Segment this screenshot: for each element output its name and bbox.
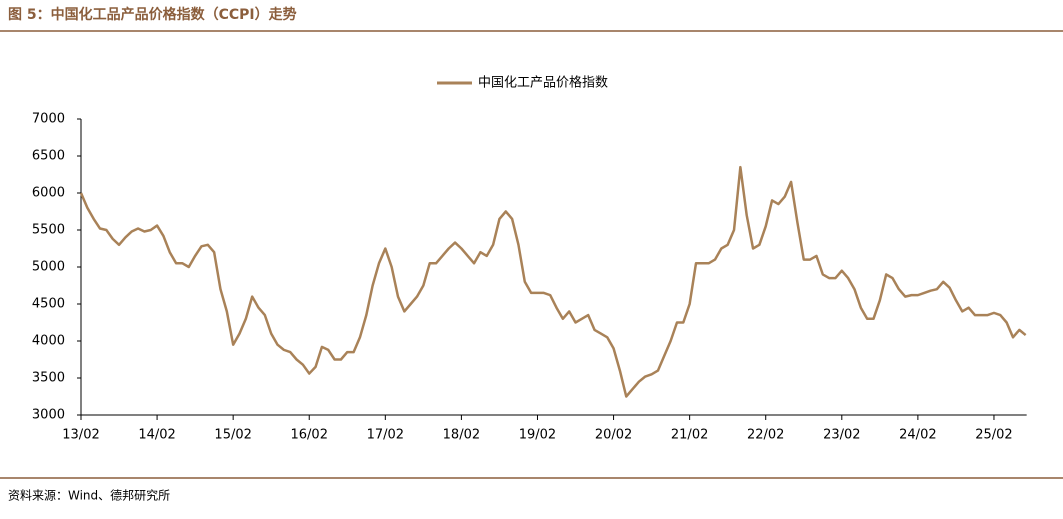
y-tick-label: 5000 bbox=[32, 260, 65, 275]
y-tick-label: 6000 bbox=[32, 186, 65, 201]
x-tick-label: 25/02 bbox=[975, 428, 1012, 443]
y-tick-label: 4500 bbox=[32, 297, 65, 312]
x-tick-label: 23/02 bbox=[823, 428, 860, 443]
y-tick-label: 4000 bbox=[32, 334, 65, 349]
y-tick-label: 3000 bbox=[32, 408, 65, 423]
x-tick-label: 24/02 bbox=[899, 428, 936, 443]
x-tick-label: 20/02 bbox=[595, 428, 632, 443]
y-tick-label: 7000 bbox=[32, 112, 65, 127]
x-tick-label: 15/02 bbox=[214, 428, 251, 443]
source-note: 资料来源：Wind、德邦研究所 bbox=[8, 488, 170, 503]
x-tick-label: 16/02 bbox=[291, 428, 328, 443]
x-tick-label: 18/02 bbox=[443, 428, 480, 443]
legend-label: 中国化工产品价格指数 bbox=[478, 75, 608, 91]
line-series bbox=[79, 165, 1027, 398]
y-tick-label: 5500 bbox=[32, 223, 65, 238]
x-tick-label: 22/02 bbox=[747, 428, 784, 443]
y-tick-label: 6500 bbox=[32, 149, 65, 164]
chart-title: 图 5：中国化工品产品价格指数（CCPI）走势 bbox=[8, 6, 297, 23]
x-tick-label: 21/02 bbox=[671, 428, 708, 443]
x-tick-label: 17/02 bbox=[367, 428, 404, 443]
x-tick-label: 19/02 bbox=[519, 428, 556, 443]
x-tick-label: 13/02 bbox=[62, 428, 99, 443]
y-tick-label: 3500 bbox=[32, 371, 65, 386]
x-tick-label: 14/02 bbox=[138, 428, 175, 443]
